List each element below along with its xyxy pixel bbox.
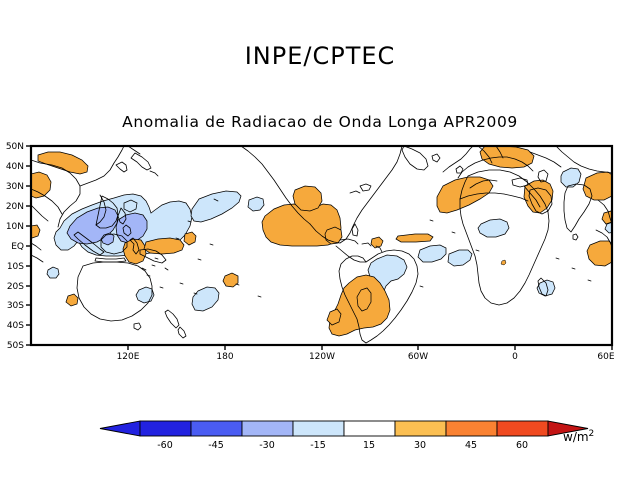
positive-anomaly-shapes: [31, 146, 612, 337]
coastlines: [31, 146, 612, 344]
colorbar-tick-label: 15: [363, 440, 375, 451]
anomaly-region-north-atlantic: [436, 176, 494, 214]
y-tick-label: 30N: [6, 182, 24, 192]
anomaly-region-brazil-core: [356, 287, 372, 312]
y-tick-label: 10S: [7, 262, 24, 272]
y-tick-label: 40S: [7, 321, 24, 331]
colorbar: -60 -45 -30 -15 15 30 45 60: [99, 420, 589, 451]
x-tick-label: 60W: [408, 352, 428, 362]
colorbar-swatch: [496, 420, 549, 437]
colorbar-tick-label: 45: [465, 440, 477, 451]
colorbar-unit-text: w/m: [563, 430, 589, 444]
page-title: INPE/CPTEC: [244, 42, 396, 70]
anomaly-region-india: [582, 171, 612, 201]
y-tick-label: 30S: [7, 301, 24, 311]
y-axis: 50N 40N 30N 20N 10N EQ 10S 20S 30S 40S 5…: [6, 142, 31, 351]
anomaly-region-gulf-of-mexico: [292, 185, 323, 212]
anomaly-region-gulf-of-guinea: [477, 218, 510, 238]
anomaly-region-indian-ocean-small: [46, 266, 60, 279]
x-tick-label: 120W: [309, 352, 335, 362]
anomaly-region-southeast-asia: [586, 240, 612, 267]
y-axis-labels: 50N 40N 30N 20N 10N EQ 10S 20S 30S 40S 5…: [6, 142, 24, 351]
chart-subtitle: Anomalia de Radiacao de Onda Longa APR20…: [122, 113, 518, 131]
anomaly-region-central-africa-dot: [500, 259, 507, 266]
anomaly-region-pacific-small-oval: [247, 196, 265, 212]
colorbar-swatch-over: [547, 420, 589, 437]
colorbar-tick-label: -60: [157, 440, 173, 451]
y-tick-label: 50S: [7, 341, 24, 351]
colorbar-swatch: [292, 420, 345, 437]
anomaly-region-north-south-america: [370, 236, 384, 249]
anomaly-region-south-china-sea: [123, 199, 138, 213]
y-tick-label: 50N: [6, 142, 24, 152]
colorbar-labels: -60 -45 -30 -15 15 30 45 60: [157, 440, 528, 451]
x-tick-label: 120E: [117, 352, 140, 362]
anomaly-region-tropical-atlantic-west: [417, 244, 447, 263]
colorbar-unit-exponent: 2: [588, 429, 595, 439]
anomaly-region-east-pacific-small: [222, 272, 239, 288]
colorbar-tick-label: -15: [310, 440, 326, 451]
anomaly-region-atlantic-bar: [395, 233, 434, 243]
y-tick-label: EQ: [11, 242, 24, 252]
y-axis-ticks: [26, 145, 31, 346]
anomaly-region-indian-ocean-positive: [31, 224, 41, 239]
anomaly-region-bay-of-bengal: [604, 221, 612, 234]
colorbar-swatch: [241, 420, 294, 437]
x-axis-ticks: [127, 345, 613, 350]
anomaly-region-south-pacific: [191, 286, 220, 312]
colorbar-tick-label: 60: [516, 440, 528, 451]
anomaly-region-central-pacific: [190, 190, 242, 223]
x-tick-label: 60E: [597, 352, 614, 362]
colorbar-swatch: [139, 420, 192, 437]
colorbar-swatch: [190, 420, 243, 437]
anomaly-region-west-pacific-positive: [143, 237, 185, 255]
x-tick-label: 0: [512, 352, 518, 362]
colorbar-tick-label: -30: [259, 440, 275, 451]
y-tick-label: 20N: [6, 202, 24, 212]
y-tick-label: 10N: [6, 222, 24, 232]
anomaly-region-southeast-south-america: [326, 308, 342, 326]
map-plot-area: [29, 144, 614, 347]
colorbar-swatch: [394, 420, 447, 437]
negative-anomaly-shapes: [46, 167, 612, 312]
x-axis-labels: 120E 180 120W 60W 0 60E: [117, 352, 615, 362]
anomaly-region-tasman: [135, 286, 155, 304]
anomaly-region-arabia: [523, 179, 554, 214]
anomaly-region-australia-nw: [65, 293, 79, 307]
anomaly-region-tropical-atlantic-east: [447, 249, 473, 267]
colorbar-tick-label: -45: [208, 440, 224, 451]
x-axis: 120E 180 120W 60W 0 60E: [117, 345, 615, 362]
y-tick-label: 40N: [6, 162, 24, 172]
colorbar-unit-label: w/m2: [563, 429, 594, 444]
anomaly-region-arabian-sea: [560, 167, 582, 188]
colorbar-swatch: [445, 420, 498, 437]
x-tick-label: 180: [216, 352, 233, 362]
y-tick-label: 20S: [7, 282, 24, 292]
colorbar-swatch: [343, 420, 396, 437]
colorbar-tick-label: 30: [414, 440, 426, 451]
anomaly-region-central-pacific-positive: [183, 231, 197, 246]
colorbar-swatch-under: [99, 420, 141, 437]
